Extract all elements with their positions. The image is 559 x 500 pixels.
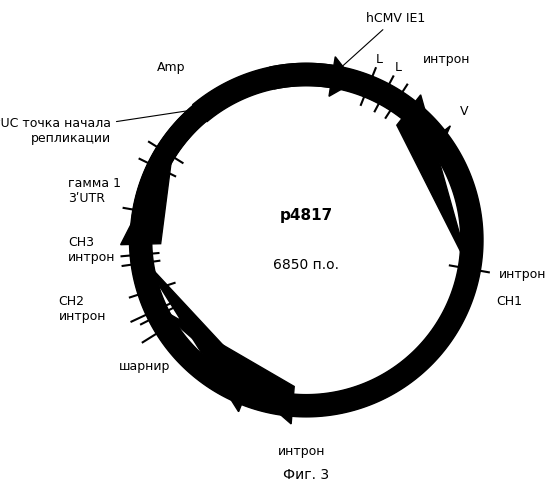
Text: CH1: CH1 [497, 296, 523, 308]
Polygon shape [131, 65, 481, 415]
Text: Amp: Amp [157, 62, 186, 74]
Text: Фиг. 3: Фиг. 3 [283, 468, 329, 482]
Text: шарнир: шарнир [119, 360, 170, 374]
Text: CH3
интрон: CH3 интрон [68, 236, 116, 264]
Polygon shape [130, 64, 462, 416]
Text: L: L [376, 52, 383, 66]
Polygon shape [154, 305, 294, 424]
Polygon shape [193, 64, 334, 122]
Polygon shape [121, 140, 174, 244]
Polygon shape [131, 65, 481, 415]
Text: L: L [395, 61, 401, 74]
Text: p4817: p4817 [280, 208, 333, 223]
Text: гамма 1
3ʹUTR: гамма 1 3ʹUTR [68, 176, 121, 204]
Polygon shape [421, 126, 451, 148]
Text: PUC точка начала
репликации: PUC точка начала репликации [0, 110, 194, 146]
Text: интрон: интрон [423, 53, 471, 66]
Polygon shape [329, 56, 354, 96]
Text: hCMV IE1: hCMV IE1 [338, 12, 425, 70]
Text: 6850 п.о.: 6850 п.о. [273, 258, 339, 272]
Polygon shape [130, 64, 483, 417]
Text: интрон: интрон [277, 446, 325, 458]
Text: CH2
интрон: CH2 интрон [59, 296, 106, 324]
Polygon shape [402, 102, 443, 143]
Polygon shape [132, 64, 482, 416]
Polygon shape [141, 258, 252, 412]
Polygon shape [397, 95, 470, 269]
Text: интрон: интрон [499, 268, 546, 280]
Polygon shape [131, 64, 482, 416]
Text: V: V [459, 105, 468, 118]
